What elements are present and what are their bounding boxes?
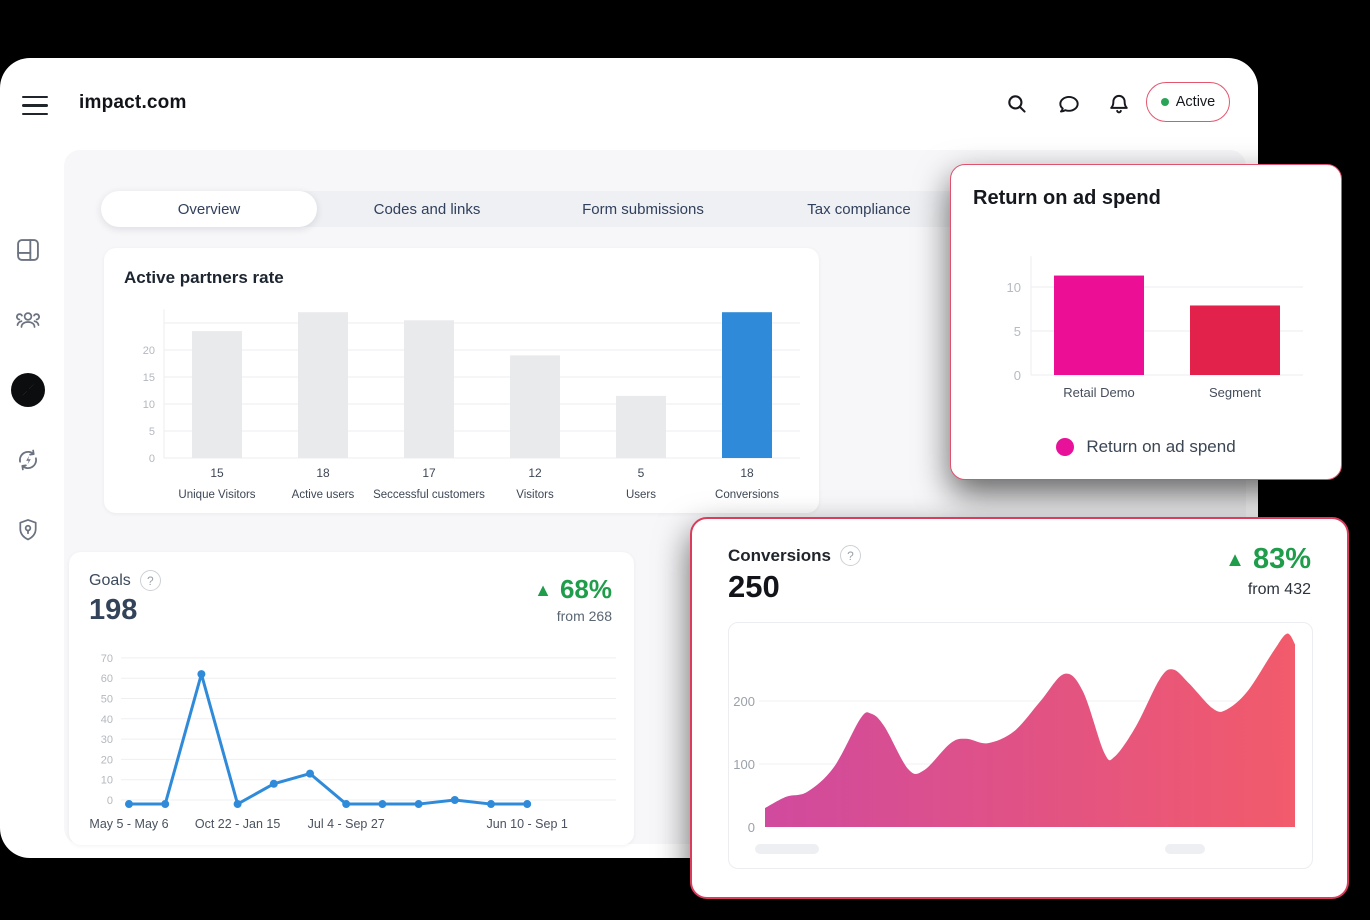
svg-text:10: 10 xyxy=(143,399,155,411)
svg-text:Jul 4 - Sep 27: Jul 4 - Sep 27 xyxy=(308,817,385,831)
svg-text:5: 5 xyxy=(149,426,155,438)
svg-text:Seccessful customers: Seccessful customers xyxy=(373,489,485,501)
partners-bar-chart: 0 5 10 15 20 15 Unique Visitors 18 Active users 1… xyxy=(143,309,800,501)
svg-text:Retail Demo: Retail Demo xyxy=(1063,385,1135,400)
conversions-delta-pct: 83% xyxy=(1252,543,1311,575)
goals-title: Goals xyxy=(89,571,131,589)
legend-dot-icon xyxy=(1056,438,1075,456)
active-partners-title: Active partners rate xyxy=(124,268,284,287)
svg-text:17: 17 xyxy=(422,466,436,480)
roas-legend-label: Return on ad spend xyxy=(1086,437,1236,456)
tab-form-submissions[interactable]: Form submissions xyxy=(582,200,704,218)
svg-text:200: 200 xyxy=(733,694,755,709)
svg-text:12: 12 xyxy=(528,466,542,480)
active-partners-card: Active partners rate 0 5 10 15 20 15 Unique Vi… xyxy=(104,248,819,513)
svg-text:Visitors: Visitors xyxy=(516,489,554,501)
svg-text:50: 50 xyxy=(101,694,113,706)
status-dot xyxy=(1160,98,1169,106)
roas-card: Return on ad spend 0 5 10 Retail Demo Segmen… xyxy=(950,164,1342,480)
status-label: Active xyxy=(1175,94,1216,110)
chart-scrollbar-left[interactable] xyxy=(755,844,819,854)
conversions-value: 250 xyxy=(728,569,780,604)
goals-value: 198 xyxy=(89,594,138,626)
conversions-area-chart: 0 100 200 xyxy=(733,633,1295,835)
svg-text:60: 60 xyxy=(101,673,113,685)
svg-text:May 5 - May 6: May 5 - May 6 xyxy=(89,817,168,831)
svg-text:15: 15 xyxy=(210,466,224,480)
conversions-title: Conversions xyxy=(728,545,831,565)
roas-title: Return on ad spend xyxy=(973,187,1161,209)
svg-text:Jun 10 - Sep 1: Jun 10 - Sep 1 xyxy=(487,817,568,831)
svg-text:0: 0 xyxy=(107,795,113,807)
chart-scrollbar-right[interactable] xyxy=(1165,844,1205,854)
svg-text:40: 40 xyxy=(101,714,113,726)
svg-text:15: 15 xyxy=(143,372,155,384)
svg-text:5: 5 xyxy=(638,466,645,480)
bell-icon[interactable] xyxy=(1106,91,1136,121)
increase-arrow-icon: ▲ xyxy=(1225,548,1245,571)
hamburger-menu-icon[interactable] xyxy=(18,86,58,122)
svg-text:Oct 22 - Jan 15: Oct 22 - Jan 15 xyxy=(195,817,281,831)
svg-text:0: 0 xyxy=(748,820,755,835)
goals-delta: ▲ 68% xyxy=(534,574,612,605)
goals-help-icon[interactable]: ? xyxy=(139,570,161,591)
tab-codes-and-links[interactable]: Codes and links xyxy=(373,200,481,218)
dashboard-icon[interactable] xyxy=(14,236,42,264)
svg-text:Conversions: Conversions xyxy=(715,489,779,501)
chat-icon[interactable] xyxy=(1056,91,1086,121)
goals-line-chart: 0 10 20 30 40 50 60 70 May 5 - May 6 Oct 22 - Jan… xyxy=(89,653,616,831)
svg-text:0: 0 xyxy=(1014,368,1021,383)
svg-text:5: 5 xyxy=(1014,324,1021,339)
increase-arrow-icon: ▲ xyxy=(534,579,552,600)
goals-delta-pct: 68% xyxy=(559,574,612,604)
svg-text:10: 10 xyxy=(101,775,113,787)
explore-compass-icon[interactable] xyxy=(10,372,46,408)
conversions-delta: ▲ 83% xyxy=(1225,543,1311,576)
status-badge[interactable]: Active xyxy=(1146,82,1230,122)
search-icon[interactable] xyxy=(1004,91,1034,121)
conversions-card: Conversions ? 250 ▲ 83% from 432 0 100 200 xyxy=(690,517,1349,899)
svg-text:100: 100 xyxy=(733,757,755,772)
roas-bar-chart: 0 5 10 Retail Demo Segment xyxy=(1007,256,1303,400)
svg-text:Users: Users xyxy=(626,489,656,501)
svg-text:0: 0 xyxy=(149,453,155,465)
partners-group-icon[interactable] xyxy=(14,306,42,334)
goals-card: Goals ? 198 ▲ 68% from 268 0 10 20 30 40 50 60… xyxy=(69,552,634,845)
svg-text:20: 20 xyxy=(143,345,155,357)
svg-text:18: 18 xyxy=(740,466,754,480)
svg-text:30: 30 xyxy=(101,734,113,746)
svg-text:Segment: Segment xyxy=(1209,385,1261,400)
svg-text:70: 70 xyxy=(101,653,113,665)
sidebar xyxy=(0,150,64,858)
svg-text:20: 20 xyxy=(101,754,113,766)
automation-sync-icon[interactable] xyxy=(14,446,42,474)
svg-text:Active users: Active users xyxy=(292,489,355,501)
security-shield-icon[interactable] xyxy=(14,516,42,544)
svg-text:10: 10 xyxy=(1007,280,1021,295)
tab-overview[interactable]: Overview xyxy=(101,191,317,227)
roas-legend: Return on ad spend xyxy=(951,437,1341,457)
app-logo: impact.com xyxy=(79,92,187,113)
goals-from: from 268 xyxy=(556,608,612,624)
svg-text:18: 18 xyxy=(316,466,330,480)
svg-text:Unique Visitors: Unique Visitors xyxy=(178,489,255,501)
tab-tax-compliance[interactable]: Tax compliance xyxy=(807,200,911,218)
conversions-from: from 432 xyxy=(1247,581,1311,598)
conversions-help-icon[interactable]: ? xyxy=(839,545,861,566)
top-bar: impact.com Active xyxy=(0,58,1258,150)
conversions-chart-panel: 0 100 200 xyxy=(728,622,1313,869)
